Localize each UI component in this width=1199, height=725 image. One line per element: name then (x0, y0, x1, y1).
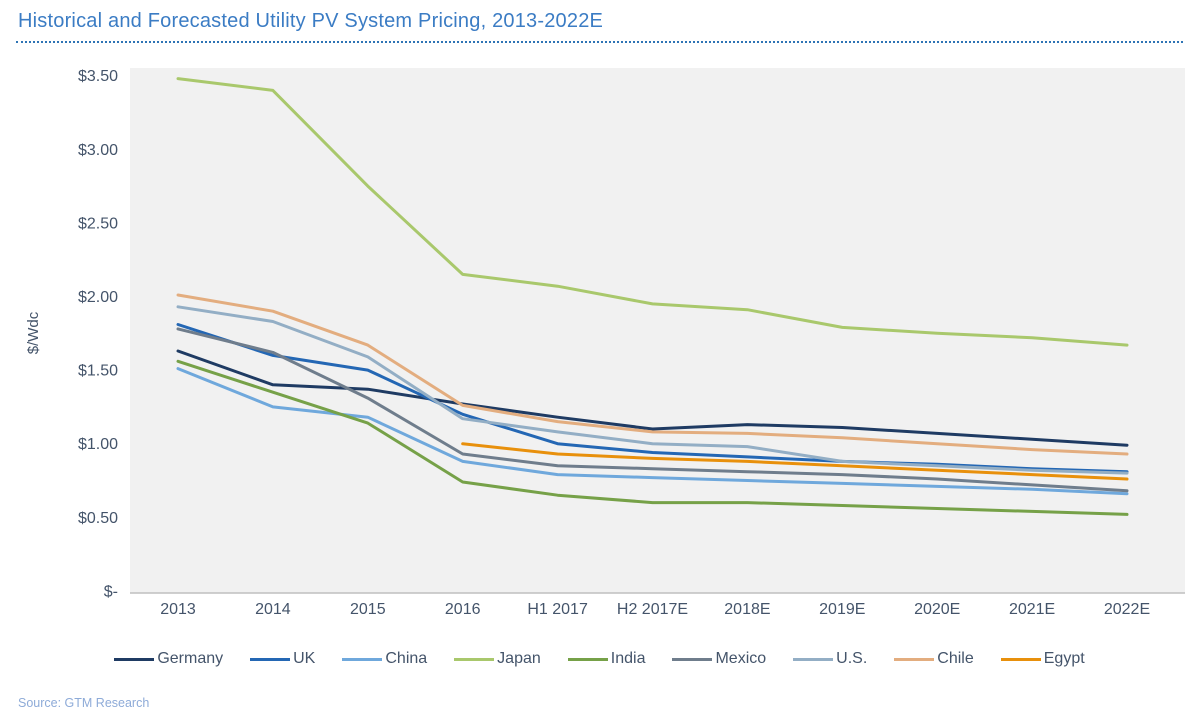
source-note: Source: GTM Research (18, 696, 150, 710)
series-line-germany (176, 349, 1129, 447)
legend-label: Germany (157, 650, 224, 667)
legend-item-india: India (567, 650, 646, 668)
y-axis-title: $/Wdc (25, 311, 42, 354)
x-axis-tick-label: 2021E (1009, 601, 1055, 618)
series-line-chile (176, 293, 1129, 456)
y-axis-tick-label: $0.50 (78, 510, 118, 527)
legend-item-chile: Chile (894, 650, 974, 668)
legend-label: Chile (937, 650, 974, 667)
series-line-egypt (461, 442, 1129, 481)
pv-pricing-line-chart: $- $0.50 $1.00 $1.50 $2.00 $2.50 $3.00 $3.50 $/W… (25, 68, 1185, 618)
legend-swatch (672, 657, 713, 661)
x-axis-tick-label: 2019E (819, 601, 865, 618)
legend-swatch (894, 657, 935, 661)
legend-label: China (385, 650, 428, 667)
series-line-india (176, 359, 1129, 516)
legend-swatch (250, 657, 291, 661)
x-axis-tick-label: 2016 (445, 601, 481, 618)
legend-swatch (793, 657, 834, 661)
chart-legend: Germany UK China Japan India Mexico U.S. Chile E… (0, 650, 1199, 668)
y-axis-tick-label: $3.50 (78, 68, 118, 85)
series-line-us (176, 305, 1129, 475)
title-divider (16, 41, 1183, 43)
legend-item-us: U.S. (793, 650, 867, 668)
legend-swatch (454, 657, 495, 661)
series-line-japan (176, 77, 1129, 347)
legend-swatch (114, 657, 155, 661)
legend-label: Japan (497, 650, 541, 667)
y-axis-tick-label: $2.00 (78, 289, 118, 306)
legend-label: UK (293, 650, 316, 667)
x-axis-tick-label: 2020E (914, 601, 960, 618)
x-axis-tick-label: 2013 (160, 601, 196, 618)
y-axis-tick-label: $1.00 (78, 436, 118, 453)
chart-title: Historical and Forecasted Utility PV Sys… (18, 10, 604, 32)
legend-swatch (567, 657, 608, 661)
legend-item-japan: Japan (454, 650, 541, 668)
legend-label: Mexico (715, 650, 767, 667)
y-axis-tick-label: $2.50 (78, 215, 118, 232)
legend-swatch (342, 657, 383, 661)
x-axis-tick-label: 2018E (724, 601, 770, 618)
legend-item-germany: Germany (114, 650, 223, 668)
legend-item-uk: UK (250, 650, 315, 668)
x-axis-tick-label: H1 2017 (527, 601, 588, 618)
series-line-mexico (176, 327, 1129, 493)
x-axis-tick-label: 2015 (350, 601, 386, 618)
legend-swatch (1000, 657, 1041, 661)
legend-item-mexico: Mexico (672, 650, 766, 668)
y-axis-tick-label: $1.50 (78, 363, 118, 380)
legend-label: Egypt (1043, 650, 1085, 667)
legend-item-china: China (342, 650, 427, 668)
y-axis-tick-label: $3.00 (78, 142, 118, 159)
x-axis-tick-label: 2022E (1104, 601, 1150, 618)
legend-label: U.S. (836, 650, 868, 667)
legend-item-egypt: Egypt (1000, 650, 1085, 668)
y-axis-tick-label: $- (104, 583, 118, 600)
x-axis-tick-label: 2014 (255, 601, 291, 618)
x-axis-tick-label: H2 2017E (617, 601, 688, 618)
legend-label: India (610, 650, 646, 667)
plot-area (130, 68, 1185, 593)
